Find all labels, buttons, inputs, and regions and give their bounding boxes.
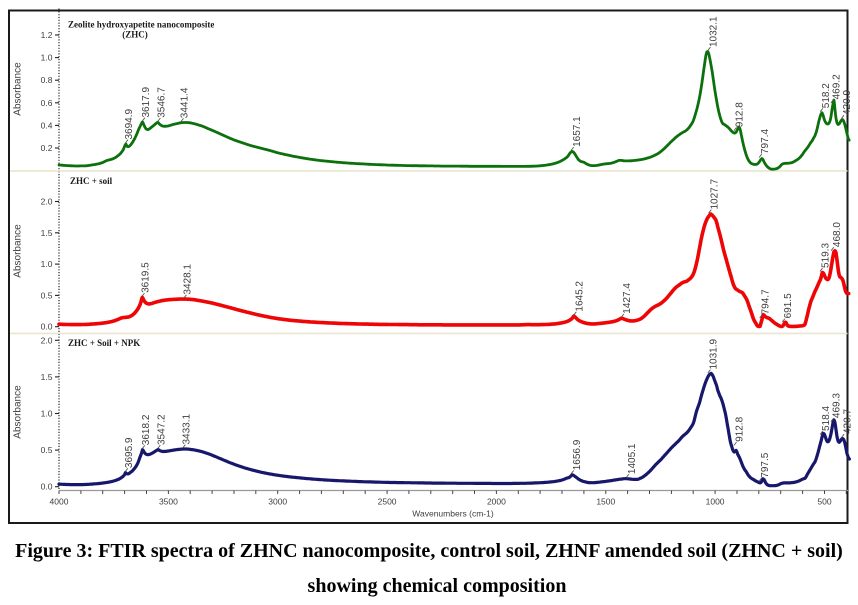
svg-text:Absorbance: Absorbance [13, 224, 24, 278]
svg-text:518.2: 518.2 [821, 83, 832, 108]
svg-text:3500: 3500 [159, 497, 178, 507]
svg-text:1656.9: 1656.9 [572, 439, 583, 470]
svg-text:ZHC + Soil + NPK: ZHC + Soil + NPK [68, 338, 140, 348]
svg-text:1.0: 1.0 [41, 409, 53, 419]
svg-text:797.4: 797.4 [760, 129, 771, 154]
svg-text:1657.1: 1657.1 [572, 116, 583, 147]
svg-text:691.5: 691.5 [783, 293, 794, 318]
svg-text:3441.4: 3441.4 [180, 87, 191, 118]
svg-text:Zeolite hydroxyapetite nanocom: Zeolite hydroxyapetite nanocomposite [68, 20, 214, 30]
svg-text:0.0: 0.0 [41, 482, 53, 492]
svg-text:912.8: 912.8 [735, 102, 746, 127]
svg-text:2000: 2000 [487, 497, 506, 507]
svg-text:797.5: 797.5 [760, 452, 771, 477]
svg-text:1.5: 1.5 [41, 372, 53, 382]
svg-text:518.4: 518.4 [821, 406, 832, 431]
svg-text:3546.7: 3546.7 [157, 87, 168, 118]
svg-text:1500: 1500 [596, 497, 615, 507]
svg-text:469.3: 469.3 [832, 393, 843, 418]
svg-text:1031.9: 1031.9 [709, 338, 720, 369]
svg-text:0.5: 0.5 [41, 445, 53, 455]
svg-text:420.7: 420.7 [842, 409, 853, 434]
svg-text:4000: 4000 [50, 497, 69, 507]
svg-text:3547.2: 3547.2 [157, 414, 168, 445]
svg-text:469.2: 469.2 [832, 74, 843, 99]
svg-text:3433.1: 3433.1 [182, 413, 193, 444]
svg-text:3694.9: 3694.9 [124, 108, 135, 139]
svg-text:1032.1: 1032.1 [709, 16, 720, 47]
svg-text:0.0: 0.0 [41, 322, 53, 332]
svg-text:0.6: 0.6 [41, 98, 53, 108]
svg-text:3695.9: 3695.9 [124, 437, 135, 468]
svg-text:0.5: 0.5 [41, 290, 53, 300]
svg-text:1.2: 1.2 [41, 30, 53, 40]
svg-text:468.0: 468.0 [832, 222, 843, 247]
svg-text:3428.1: 3428.1 [183, 264, 194, 295]
svg-text:3000: 3000 [268, 497, 287, 507]
svg-text:2.0: 2.0 [41, 197, 53, 207]
svg-text:1405.1: 1405.1 [627, 443, 638, 474]
svg-text:519.3: 519.3 [821, 243, 832, 268]
svg-text:0.8: 0.8 [41, 75, 53, 85]
svg-text:0.2: 0.2 [41, 143, 53, 153]
svg-text:Wavenumbers (cm-1): Wavenumbers (cm-1) [412, 509, 494, 519]
svg-text:1000: 1000 [706, 497, 725, 507]
svg-text:2500: 2500 [378, 497, 397, 507]
svg-text:1.0: 1.0 [41, 259, 53, 269]
svg-text:1.5: 1.5 [41, 228, 53, 238]
svg-text:0.4: 0.4 [41, 120, 53, 130]
svg-text:912.8: 912.8 [735, 416, 746, 441]
svg-text:ZHC + soil: ZHC + soil [70, 176, 113, 186]
svg-text:1427.4: 1427.4 [622, 283, 633, 314]
svg-text:1645.2: 1645.2 [575, 281, 586, 312]
svg-text:Absorbance: Absorbance [13, 62, 24, 116]
svg-text:420.9: 420.9 [842, 90, 853, 115]
svg-text:Absorbance: Absorbance [13, 385, 24, 439]
svg-text:3617.9: 3617.9 [141, 86, 152, 117]
svg-text:(ZHC): (ZHC) [122, 30, 148, 40]
svg-text:794.7: 794.7 [761, 289, 772, 314]
svg-text:3618.2: 3618.2 [141, 414, 152, 445]
svg-text:1.0: 1.0 [41, 53, 53, 63]
svg-text:2.0: 2.0 [41, 335, 53, 345]
svg-text:1027.7: 1027.7 [710, 178, 721, 209]
svg-text:500: 500 [817, 497, 831, 507]
svg-text:3619.5: 3619.5 [141, 262, 152, 293]
